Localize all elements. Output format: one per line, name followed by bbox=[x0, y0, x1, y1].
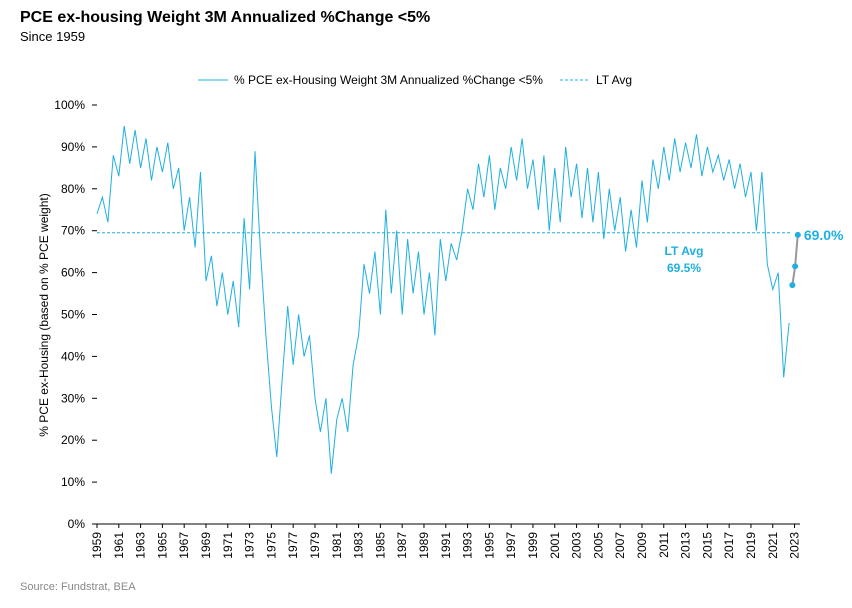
x-tick-label: 2005 bbox=[591, 532, 605, 559]
recent-line bbox=[791, 234, 799, 286]
legend-label: % PCE ex-Housing Weight 3M Annualized %C… bbox=[234, 73, 543, 87]
x-tick-label: 1997 bbox=[504, 532, 518, 559]
y-axis-label: % PCE ex-Housing (based on % PCE weight) bbox=[37, 193, 51, 436]
lt-avg-label: LT Avg bbox=[665, 244, 704, 258]
y-tick-label: 80% bbox=[61, 182, 85, 196]
x-tick-label: 2023 bbox=[788, 532, 802, 559]
x-tick-label: 1983 bbox=[352, 532, 366, 559]
x-tick-label: 1979 bbox=[308, 532, 322, 559]
x-tick-label: 1961 bbox=[112, 532, 126, 559]
x-tick-label: 1969 bbox=[199, 532, 213, 559]
x-tick-label: 2003 bbox=[570, 532, 584, 559]
chart-title: PCE ex-housing Weight 3M Annualized %Cha… bbox=[20, 9, 430, 26]
y-tick-label: 0% bbox=[68, 517, 86, 531]
x-tick-label: 1965 bbox=[155, 532, 169, 559]
x-tick-label: 2017 bbox=[722, 532, 736, 559]
x-tick-label: 2013 bbox=[679, 532, 693, 559]
recent-point bbox=[794, 231, 801, 238]
y-tick-label: 70% bbox=[61, 224, 85, 238]
x-tick-label: 2007 bbox=[613, 532, 627, 559]
source: Source: Fundstrat, BEA bbox=[20, 581, 136, 593]
x-tick-label: 1975 bbox=[264, 532, 278, 559]
x-tick-label: 1973 bbox=[243, 532, 257, 559]
x-tick-label: 2011 bbox=[657, 532, 671, 558]
x-tick-label: 2001 bbox=[548, 532, 562, 559]
legend-label: LT Avg bbox=[596, 73, 632, 87]
y-tick-label: 10% bbox=[61, 475, 85, 489]
lt-avg-value: 69.5% bbox=[667, 261, 701, 275]
x-tick-label: 2021 bbox=[766, 532, 780, 559]
x-tick-label: 2009 bbox=[635, 532, 649, 559]
recent-point bbox=[792, 263, 799, 270]
x-tick-label: 2015 bbox=[700, 532, 714, 559]
y-tick-label: 30% bbox=[61, 391, 85, 405]
x-tick-label: 1977 bbox=[286, 532, 300, 559]
x-tick-label: 1959 bbox=[90, 532, 104, 559]
x-tick-label: 1967 bbox=[177, 532, 191, 559]
x-tick-label: 1993 bbox=[461, 532, 475, 559]
x-tick-label: 1971 bbox=[221, 532, 235, 559]
chart-subtitle: Since 1959 bbox=[20, 29, 85, 44]
x-tick-label: 1963 bbox=[134, 532, 148, 559]
series-line bbox=[96, 125, 790, 474]
y-tick-label: 40% bbox=[61, 349, 85, 363]
y-tick-label: 100% bbox=[54, 98, 85, 112]
x-tick-label: 1995 bbox=[482, 532, 496, 559]
x-tick-label: 1989 bbox=[417, 532, 431, 559]
x-tick-label: 1987 bbox=[395, 532, 409, 559]
recent-label: 69.0% bbox=[804, 227, 844, 243]
x-tick-label: 1999 bbox=[526, 532, 540, 559]
x-tick-label: 1981 bbox=[330, 532, 344, 559]
recent-point bbox=[789, 282, 796, 289]
y-tick-label: 50% bbox=[61, 308, 85, 322]
y-tick-label: 60% bbox=[61, 266, 85, 280]
x-tick-label: 1991 bbox=[439, 532, 453, 559]
x-tick-label: 2019 bbox=[744, 532, 758, 559]
x-tick-label: 1985 bbox=[373, 532, 387, 559]
y-tick-label: 90% bbox=[61, 140, 85, 154]
y-tick-label: 20% bbox=[61, 433, 85, 447]
